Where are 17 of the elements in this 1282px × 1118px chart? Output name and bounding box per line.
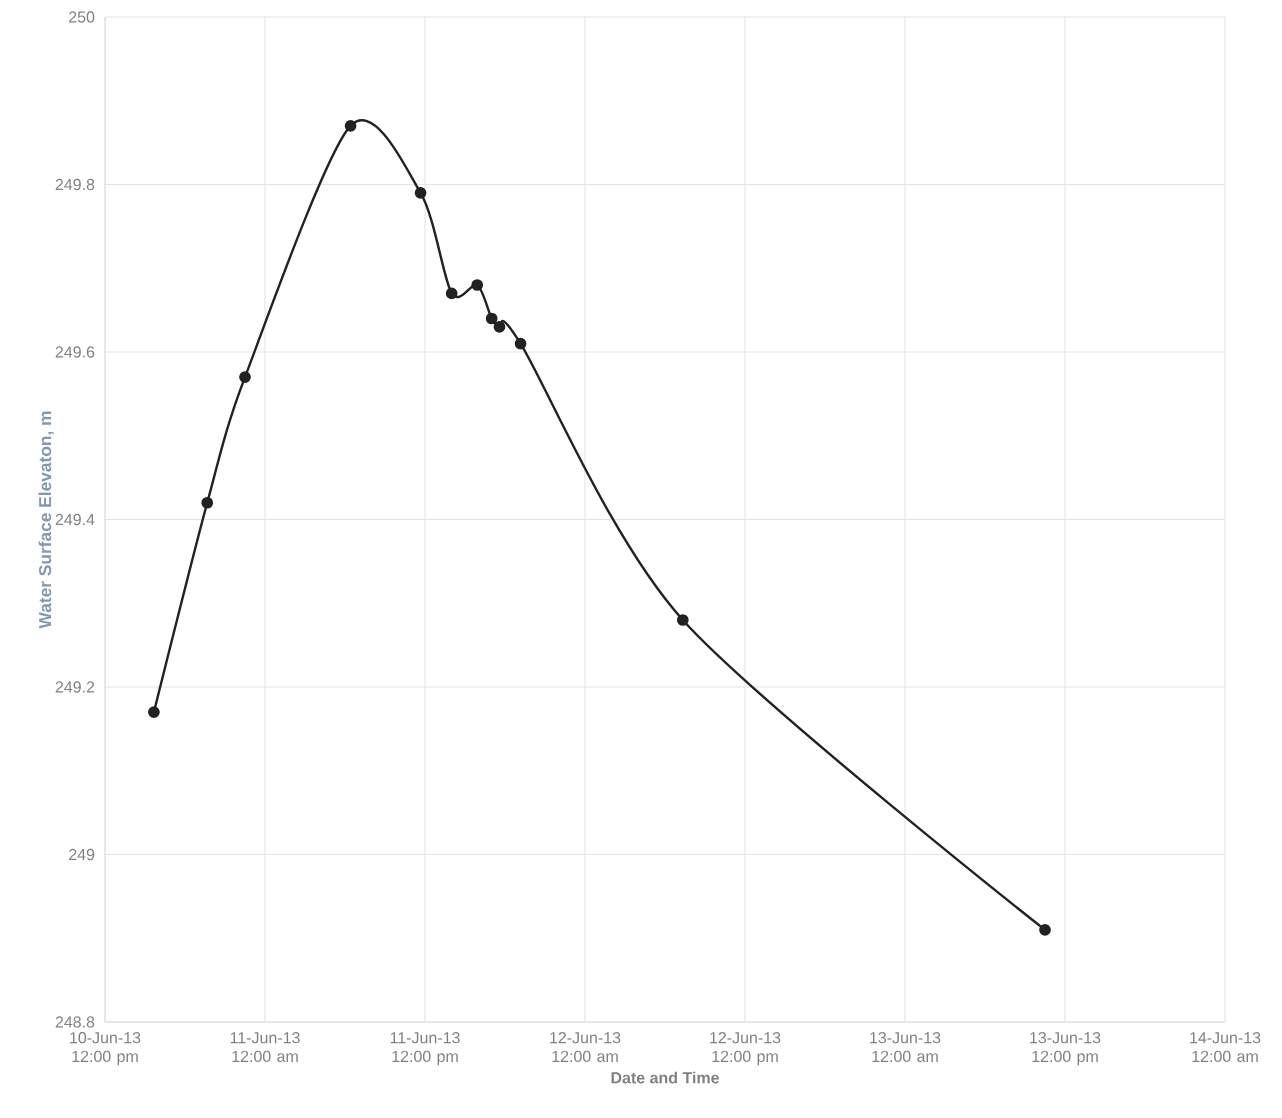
y-tick-label: 249.6 (55, 346, 95, 358)
x-tick-label: 11-Jun-13 12:00 pm (390, 1032, 460, 1066)
x-tick-label: 10-Jun-13 12:00 pm (70, 1032, 141, 1066)
y-tick-label: 249 (69, 848, 95, 861)
y-tick-label: 248.8 (55, 1016, 95, 1028)
x-tick-label: 13-Jun-13 12:00 pm (1030, 1032, 1101, 1066)
y-tick-label: 249.2 (55, 681, 95, 693)
y-axis-title: Water Surface Elevaton, m (38, 411, 54, 629)
x-tick-label: 13-Jun-13 12:00 am (870, 1032, 941, 1063)
x-tick-label: 12-Jun-13 12:00 pm (710, 1032, 781, 1066)
x-tick-label: 11-Jun-13 12:00 am (230, 1032, 300, 1063)
x-tick-label: 12-Jun-13 12:00 am (550, 1032, 621, 1063)
y-tick-label: 249.4 (55, 513, 95, 526)
x-tick-label: 14-Jun-13 12:00 am (1190, 1032, 1261, 1063)
y-tick-label: 249.8 (55, 178, 95, 191)
x-axis-title: Date and Time (611, 1071, 719, 1084)
y-tick-label: 250 (69, 11, 95, 23)
